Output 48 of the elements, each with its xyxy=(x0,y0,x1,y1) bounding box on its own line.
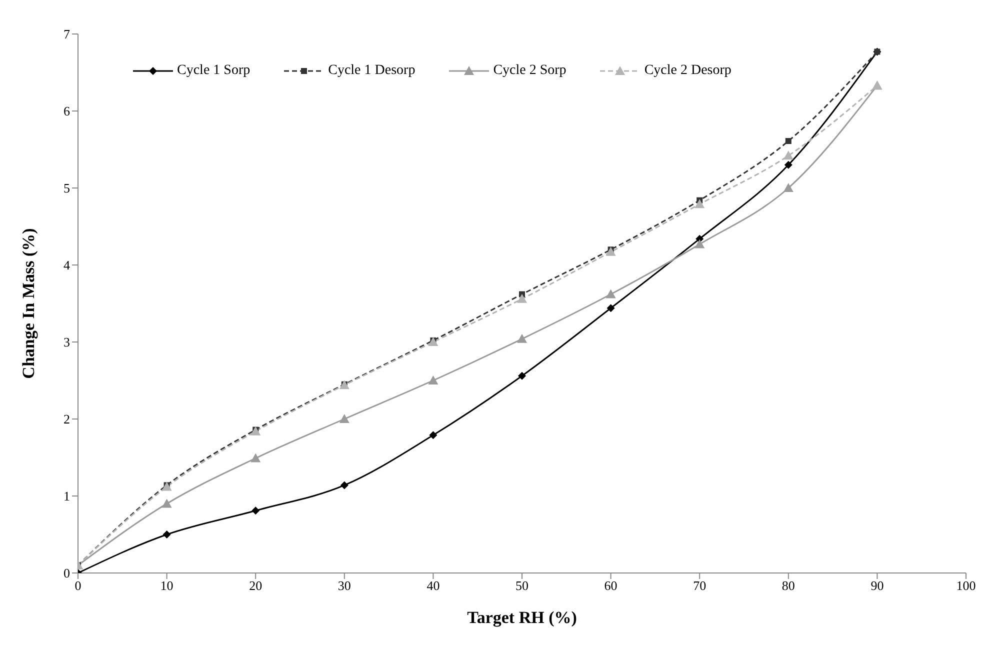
point xyxy=(785,138,792,144)
point xyxy=(428,376,438,384)
x-tick-label: 50 xyxy=(516,578,528,594)
y-axis-title: Change In Mass (%) xyxy=(19,228,38,379)
point xyxy=(783,150,794,160)
point xyxy=(429,431,438,440)
x-tick-label: 60 xyxy=(604,578,618,594)
y-tick-label: 7 xyxy=(64,26,70,42)
point xyxy=(784,160,792,169)
y-tick-label: 5 xyxy=(64,180,70,196)
x-tick-label: 40 xyxy=(426,578,440,594)
point xyxy=(250,453,261,462)
point xyxy=(428,337,438,346)
y-tick-label: 2 xyxy=(64,412,70,427)
point xyxy=(783,183,794,192)
x-tick-label: 0 xyxy=(74,578,82,594)
point xyxy=(162,498,172,508)
point xyxy=(694,199,705,208)
x-tick-label: 90 xyxy=(870,578,884,594)
x-tick-label: 20 xyxy=(249,578,262,594)
legend-label: Cycle 1 Desorp xyxy=(328,63,416,79)
point xyxy=(606,246,616,256)
legend-label: Cycle 1 Sorp xyxy=(177,63,250,79)
x-axis-title: Target RH (%) xyxy=(467,608,577,627)
x-tick-label: 100 xyxy=(956,578,976,594)
legend-label: Cycle 2 Desorp xyxy=(644,63,732,79)
point xyxy=(517,294,527,303)
point xyxy=(606,289,616,298)
x-tick-label: 10 xyxy=(160,578,174,594)
x-tick-label: 70 xyxy=(693,578,706,594)
y-tick-label: 4 xyxy=(64,258,70,273)
point xyxy=(250,426,261,436)
point xyxy=(694,239,705,248)
y-tick-label: 3 xyxy=(64,334,70,350)
point xyxy=(339,414,350,423)
point xyxy=(606,304,615,312)
legend-label: Cycle 2 Sorp xyxy=(493,63,566,79)
y-tick-label: 1 xyxy=(64,488,70,504)
point xyxy=(340,481,348,490)
x-tick-label: 30 xyxy=(338,578,351,594)
y-tick-label: 6 xyxy=(64,104,70,119)
point xyxy=(162,482,172,491)
point xyxy=(252,506,260,515)
point xyxy=(518,372,526,380)
point xyxy=(517,334,527,343)
y-tick-label: 0 xyxy=(64,566,70,581)
point xyxy=(162,530,171,538)
x-tick-label: 80 xyxy=(782,578,795,594)
